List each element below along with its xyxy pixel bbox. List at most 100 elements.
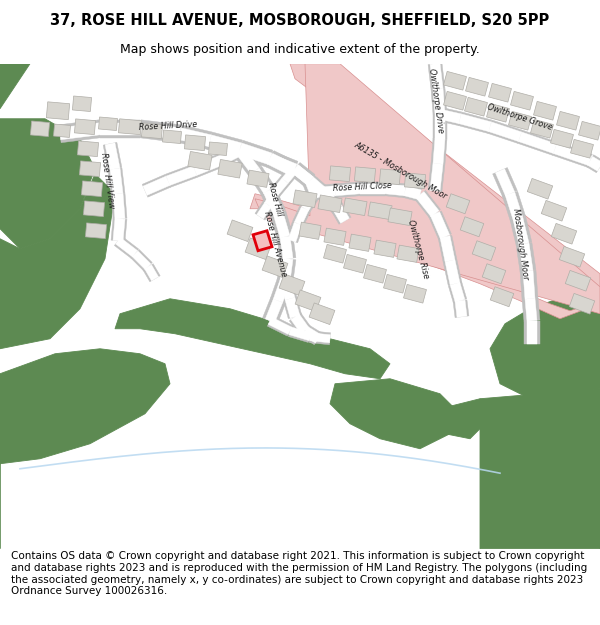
Polygon shape	[293, 206, 310, 226]
Polygon shape	[430, 212, 449, 239]
Polygon shape	[332, 205, 351, 224]
Polygon shape	[116, 238, 137, 257]
Polygon shape	[166, 164, 197, 188]
Polygon shape	[142, 123, 163, 139]
Text: A6135 - Mosborough Moor: A6135 - Mosborough Moor	[352, 141, 448, 201]
Polygon shape	[0, 174, 115, 349]
Polygon shape	[302, 191, 319, 211]
Polygon shape	[525, 298, 537, 321]
Polygon shape	[217, 144, 243, 167]
Polygon shape	[314, 186, 335, 198]
Polygon shape	[280, 165, 299, 184]
Polygon shape	[524, 321, 540, 344]
Polygon shape	[397, 245, 419, 262]
Polygon shape	[118, 119, 142, 134]
Polygon shape	[218, 159, 242, 178]
Polygon shape	[428, 211, 451, 239]
Polygon shape	[404, 284, 427, 303]
Polygon shape	[289, 327, 311, 341]
Polygon shape	[255, 201, 273, 220]
Polygon shape	[443, 259, 462, 285]
Polygon shape	[163, 130, 181, 144]
Polygon shape	[143, 176, 170, 196]
Polygon shape	[233, 146, 262, 176]
Polygon shape	[85, 223, 107, 239]
Polygon shape	[527, 178, 553, 199]
Polygon shape	[578, 121, 600, 140]
Polygon shape	[261, 188, 285, 216]
Polygon shape	[355, 167, 376, 182]
Polygon shape	[480, 389, 600, 549]
Polygon shape	[193, 154, 223, 178]
Text: Rose Hill Drive: Rose Hill Drive	[139, 120, 197, 132]
Polygon shape	[404, 173, 425, 189]
Polygon shape	[111, 193, 127, 219]
Polygon shape	[282, 166, 298, 183]
Polygon shape	[268, 154, 297, 173]
Polygon shape	[404, 186, 421, 199]
Polygon shape	[166, 166, 197, 186]
Polygon shape	[237, 140, 273, 168]
Polygon shape	[571, 139, 593, 158]
Polygon shape	[455, 300, 467, 318]
Polygon shape	[305, 176, 329, 199]
Polygon shape	[527, 321, 537, 344]
Polygon shape	[559, 246, 585, 267]
Polygon shape	[513, 217, 529, 245]
Polygon shape	[431, 88, 447, 114]
Text: 37, ROSE HILL AVENUE, MOSBOROUGH, SHEFFIELD, S20 5PP: 37, ROSE HILL AVENUE, MOSBOROUGH, SHEFFI…	[50, 13, 550, 28]
Polygon shape	[293, 190, 317, 208]
Polygon shape	[292, 165, 313, 184]
Polygon shape	[436, 107, 461, 126]
Polygon shape	[184, 135, 206, 151]
Polygon shape	[218, 146, 242, 165]
Polygon shape	[31, 121, 50, 136]
Polygon shape	[77, 141, 98, 157]
Polygon shape	[103, 142, 122, 170]
Polygon shape	[379, 169, 401, 184]
Polygon shape	[257, 202, 271, 219]
Polygon shape	[459, 114, 491, 132]
Polygon shape	[509, 111, 532, 130]
Polygon shape	[263, 189, 283, 215]
Polygon shape	[437, 109, 461, 124]
Polygon shape	[115, 236, 139, 259]
Polygon shape	[0, 349, 170, 549]
Polygon shape	[533, 101, 556, 120]
Polygon shape	[279, 274, 305, 296]
Polygon shape	[349, 234, 371, 251]
Polygon shape	[364, 264, 386, 283]
Polygon shape	[493, 168, 517, 197]
Polygon shape	[142, 174, 171, 197]
Polygon shape	[145, 265, 158, 281]
Polygon shape	[487, 103, 509, 122]
Polygon shape	[490, 284, 600, 399]
Polygon shape	[318, 195, 342, 212]
Polygon shape	[502, 191, 526, 221]
Polygon shape	[247, 170, 269, 187]
Polygon shape	[450, 282, 465, 302]
Polygon shape	[265, 191, 278, 207]
Text: Contains OS data © Crown copyright and database right 2021. This information is : Contains OS data © Crown copyright and d…	[11, 551, 587, 596]
Polygon shape	[472, 241, 496, 261]
Polygon shape	[268, 153, 293, 174]
Polygon shape	[262, 256, 288, 278]
Polygon shape	[464, 98, 487, 116]
Polygon shape	[245, 238, 271, 259]
Polygon shape	[265, 299, 283, 322]
Polygon shape	[110, 168, 123, 194]
Polygon shape	[98, 117, 118, 131]
Polygon shape	[74, 119, 95, 134]
Polygon shape	[453, 300, 469, 318]
Polygon shape	[565, 271, 591, 291]
Polygon shape	[466, 78, 488, 96]
Polygon shape	[236, 148, 259, 174]
Polygon shape	[278, 279, 297, 301]
Polygon shape	[179, 128, 211, 147]
Polygon shape	[248, 166, 275, 195]
Polygon shape	[113, 193, 125, 219]
Polygon shape	[323, 244, 346, 263]
Polygon shape	[46, 102, 70, 119]
Polygon shape	[253, 231, 272, 251]
Polygon shape	[510, 217, 532, 246]
